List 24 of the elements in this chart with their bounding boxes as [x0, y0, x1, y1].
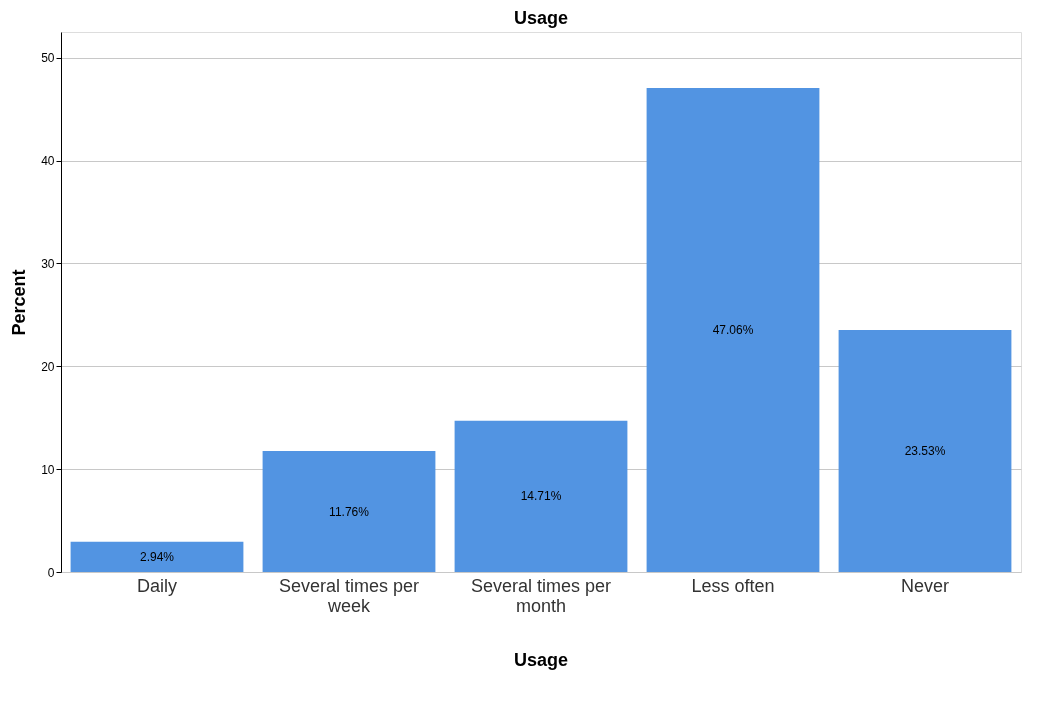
y-tick-label: 30 — [41, 256, 55, 271]
bar — [70, 541, 244, 572]
data-label: 23.53% — [904, 443, 946, 458]
y-tick-label: 20 — [41, 359, 55, 374]
y-axis-title: Percent — [9, 269, 30, 336]
bar — [454, 420, 628, 572]
x-tick-label: Several times per week — [278, 576, 420, 616]
bar — [262, 451, 436, 572]
bar — [838, 329, 1012, 572]
data-label: 11.76% — [329, 504, 370, 519]
data-label: 47.06% — [712, 322, 754, 337]
bar — [646, 87, 820, 572]
x-tick-label: Daily — [136, 576, 178, 596]
x-tick-label: Several times per month — [470, 576, 612, 616]
data-label: 14.71% — [520, 489, 562, 504]
x-tick-label: Never — [900, 576, 950, 596]
y-tick-label: 50 — [41, 51, 55, 66]
y-tick-label: 10 — [41, 462, 55, 477]
y-tick-label: 40 — [41, 154, 55, 169]
x-tick-label: Less often — [691, 576, 775, 596]
x-axis-title: Usage — [513, 650, 569, 670]
y-tick-label: 0 — [47, 565, 55, 580]
chart-title: Usage — [513, 8, 569, 28]
data-label: 2.94% — [139, 549, 175, 564]
